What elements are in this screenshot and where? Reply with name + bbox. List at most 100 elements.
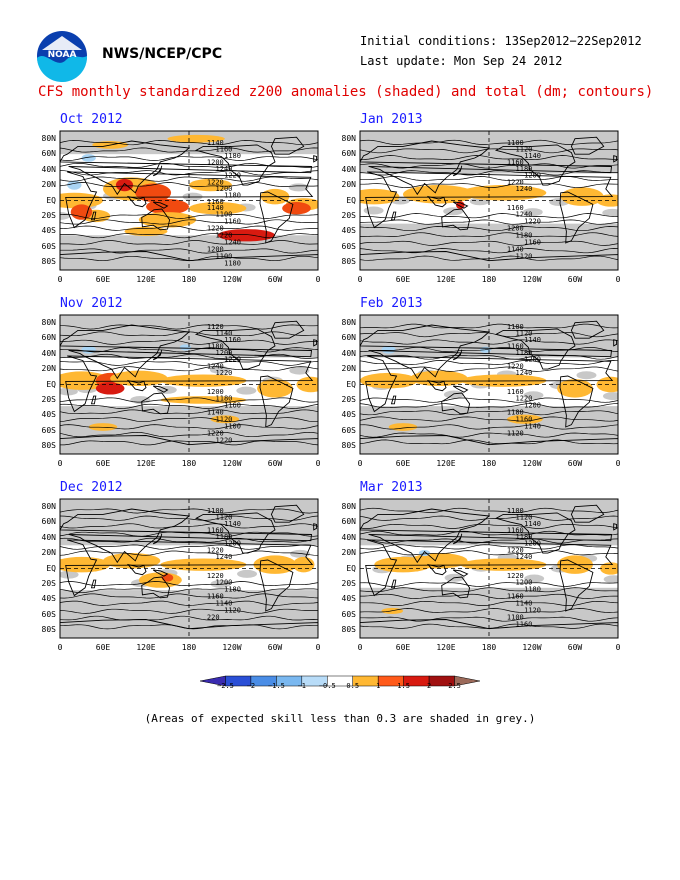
contour-label: 1200 [524,356,541,364]
coastline [141,208,171,231]
lon-label: 120E [436,643,456,652]
contour-label: 1140 [216,600,233,608]
contour-label: 1100 [224,423,241,431]
anomaly-region [506,414,543,424]
contour-label: 1120 [216,416,233,424]
coastline [60,435,318,454]
coastline [452,201,469,209]
last-update: Last update: Mon Sep 24 2012 [360,54,563,68]
contour-line [60,147,318,153]
contour-label: 1220 [507,362,524,370]
contour-line [360,170,618,176]
contour-label: 1240 [216,165,233,173]
map-frame [359,314,619,455]
contour-label: 1160 [207,527,224,535]
anomaly-region [110,370,168,387]
coastline [426,195,447,208]
map-panel-oct-2012: 1140 1160 1180 1200 1240 1220 1220 1200 1180 1160… [58,128,320,273]
contour-label: 1160 [516,620,533,628]
contour-label: 1160 [524,239,541,247]
anomaly-region [217,229,275,242]
low-skill-patch [210,579,231,588]
contour-line [360,155,618,160]
low-skill-patch [363,206,384,215]
coastline [360,324,613,380]
coastline [90,395,97,405]
lon-label: 60E [395,275,411,284]
coastline [495,328,576,370]
lat-label: 40S [41,226,56,236]
lat-label: 40N [41,348,56,358]
contour-label: 1160 [507,159,524,167]
contour-line [60,397,318,403]
lon-label: 60W [267,459,283,468]
contour-label: 1140 [524,423,541,431]
contour-line [60,140,318,146]
lon-label: 0 [315,643,321,652]
lat-label: 20N [41,548,56,558]
contour-label: 1140 [224,520,241,528]
lat-label: 20N [341,180,356,190]
coastline [313,523,318,531]
low-skill-patch [237,569,258,578]
contour-line [60,515,318,521]
lat-label: 80N [41,133,56,143]
map-frame [59,498,319,639]
contour-line [360,587,618,593]
contour-label: 1240 [516,185,533,193]
contour-label: 1220 [507,572,524,580]
lon-label: 60W [567,643,583,652]
coastline [365,539,614,597]
coastline [390,395,397,405]
contour-label: 1100 [216,252,233,260]
contour-label: 1140 [207,204,224,212]
coastline [559,375,594,428]
coastline [360,619,618,638]
panel-title-jan-2013: Jan 2013 [360,112,423,127]
contour-label: 1220 [216,232,233,240]
map-panel-mar-2013: 1100 1120 1140 1160 1180 1200 1220 1240 1220 1200… [358,496,620,641]
lon-label: 180 [181,459,197,468]
map-panel-feb-2013: 1100 1120 1140 1160 1180 1200 1220 1240 1160 1220… [358,312,620,457]
contour-label: 1160 [224,336,241,344]
anomaly-region [360,372,418,389]
contour-label: 1240 [224,239,241,247]
lat-label: 60S [341,241,356,251]
anomaly-region [381,345,396,354]
coastline [65,171,314,229]
coastline [426,379,447,392]
colorbar-tick-label: 1 [376,682,381,690]
lat-label: 40N [341,164,356,174]
coastline [60,140,313,196]
coastline [452,349,463,361]
coastline [195,512,276,554]
anomaly-region [161,573,174,582]
contour-label: 1180 [524,586,541,594]
coastline [570,504,605,523]
lat-label: 60N [41,149,56,159]
coastline [570,136,605,155]
coastline [360,435,618,454]
contour-line [60,324,318,330]
svg-text:NOAA: NOAA [48,50,77,60]
anomaly-region [103,553,161,569]
contour-line [60,361,318,366]
coastline [270,136,305,155]
coastline [570,320,605,339]
contour-label: 1160 [507,343,524,351]
lat-label: 60S [41,241,56,251]
coastline [152,201,169,209]
colorbar-tick-label: −1.5 [267,682,285,690]
contour-label: 1120 [516,252,533,260]
contour-label: 1180 [516,165,533,173]
colorbar-tick-label: −2 [246,682,256,690]
contour-line [360,523,618,529]
low-skill-patch [60,570,79,579]
contour-label: 1240 [216,553,233,561]
anomaly-region [67,180,82,190]
low-skill-patch [602,208,618,217]
contour-label: 1160 [207,198,224,206]
contour-label: 1160 [216,145,233,153]
lon-label: 60E [395,459,411,468]
coastline [152,533,163,545]
